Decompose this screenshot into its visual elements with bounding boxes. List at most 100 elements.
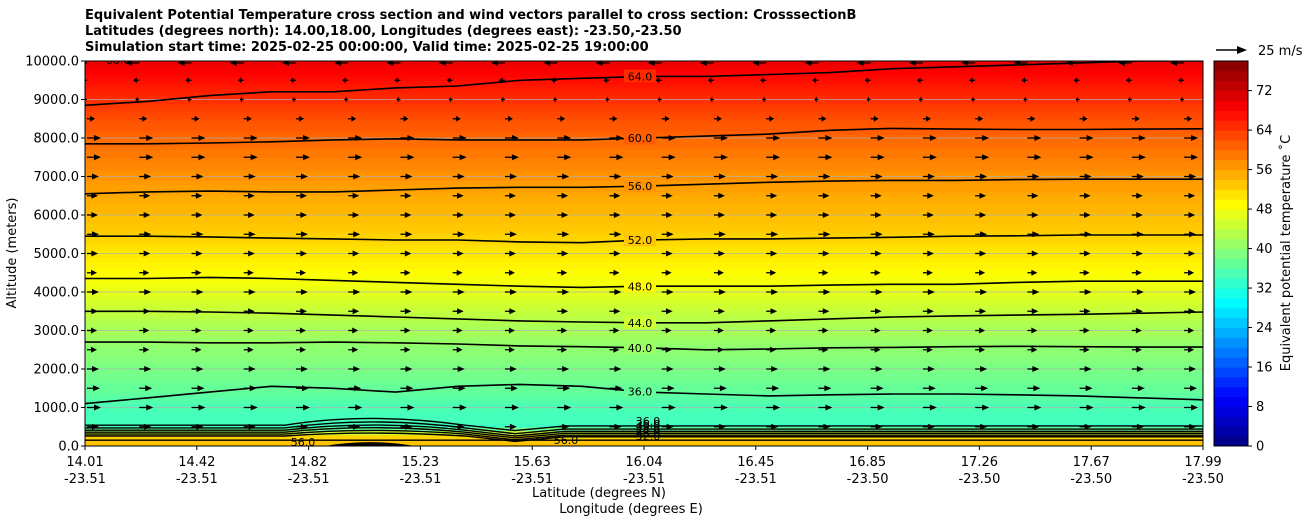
wind-vector-head — [1189, 231, 1197, 238]
surface-contour-line — [85, 429, 1203, 441]
wind-vector-head — [595, 61, 603, 66]
theta-e-band — [85, 299, 1203, 305]
theta-e-band — [85, 111, 1203, 116]
colorbar-segment — [1214, 268, 1248, 279]
wind-vector-head — [187, 96, 190, 103]
wind-vector-head — [918, 96, 922, 103]
wind-vector-head — [510, 385, 518, 392]
wind-vector-head — [299, 327, 306, 334]
wind-vector-head — [666, 173, 674, 180]
wind-vector-head — [404, 192, 412, 199]
theta-e-band — [85, 191, 1203, 197]
theta-e-band — [85, 126, 1203, 131]
theta-e-band — [85, 307, 1203, 312]
wind-vector-head — [195, 346, 202, 353]
wind-vector-head — [405, 173, 413, 180]
wind-vector-head — [405, 423, 413, 430]
y-tick-label: 6000.0 — [34, 209, 80, 224]
wind-vector-head — [875, 289, 883, 295]
contour-label-bg — [624, 233, 656, 247]
wind-vector-head — [825, 404, 833, 411]
x-tick-label-lon: -23.51 — [288, 472, 330, 487]
x-tick-label-lat: 14.01 — [66, 455, 103, 470]
wind-vector-head — [196, 366, 204, 372]
surface-contour-line — [85, 417, 1203, 432]
y-tick-label: 10000.0 — [25, 55, 79, 70]
wind-vector-head — [562, 289, 570, 295]
x-tick-label-lon: -23.50 — [958, 472, 1000, 487]
wind-vector-head — [980, 423, 988, 430]
wind-vector-head — [457, 192, 464, 199]
wind-vector-head — [562, 366, 570, 372]
colorbar-segment — [1214, 90, 1248, 101]
wind-vector-head — [928, 385, 936, 392]
contour-label-bg — [624, 279, 656, 293]
theta-e-band — [85, 365, 1203, 370]
wind-vector-head — [877, 154, 885, 161]
wind-vector-head — [1136, 289, 1144, 295]
wind-vector-head — [979, 250, 987, 257]
wind-vector-head — [562, 423, 570, 430]
wind-vector-head — [143, 346, 150, 353]
wind-vector-head — [301, 385, 309, 392]
wind-vector-head — [1136, 423, 1144, 430]
wind-vector-head — [1032, 231, 1040, 238]
wind-vector-head — [355, 135, 363, 141]
wind-vector-head — [1032, 289, 1040, 295]
wind-vector-head — [613, 346, 620, 353]
wind-vector-head — [247, 327, 254, 334]
wind-vector-head — [291, 96, 295, 103]
wind-vector-head — [1033, 385, 1041, 392]
wind-vector-head — [1138, 154, 1146, 161]
wind-vector-head — [1031, 212, 1039, 218]
wind-vector-head — [299, 346, 306, 353]
wind-vector-head — [404, 327, 411, 334]
wind-vector-head — [508, 269, 515, 276]
terrain — [325, 442, 415, 446]
colorbar-tick-label: 8 — [1256, 400, 1264, 415]
wind-vector-head — [613, 327, 620, 334]
wind-vector-head — [564, 135, 572, 141]
theta-e-band — [85, 372, 1203, 378]
wind-vector-head — [771, 231, 779, 238]
wind-vector-head — [1032, 423, 1040, 430]
wind-vector-head — [804, 61, 812, 66]
wind-vector-head — [508, 327, 515, 334]
wind-vector-head — [248, 192, 255, 199]
wind-vector-head — [1189, 289, 1197, 295]
wind-vector-head — [718, 192, 725, 199]
wind-vector-head — [94, 135, 101, 141]
wind-vector-head — [929, 135, 937, 141]
wind-vector-head — [821, 115, 827, 122]
wind-vector-head — [248, 173, 256, 180]
wind-vector-head — [614, 423, 622, 430]
x-tick-label-lat: 16.45 — [737, 455, 774, 470]
theta-e-band — [85, 84, 1203, 89]
wind-vector-head — [561, 212, 569, 218]
wind-vector-head — [668, 154, 676, 161]
wind-vector-head — [822, 346, 829, 353]
contour-label-bg — [624, 384, 656, 398]
wind-vector-head — [250, 135, 258, 141]
colorbar-segment — [1214, 139, 1248, 151]
wind-vector-head — [248, 366, 256, 372]
wind-vector-head — [195, 250, 203, 257]
theta-e-band — [85, 168, 1203, 174]
colorbar-segment — [1214, 228, 1248, 240]
wind-vector-head — [874, 346, 881, 353]
wind-vector-head — [1031, 308, 1039, 315]
wind-vector-head — [352, 308, 360, 315]
theta-e-band — [85, 292, 1203, 297]
wind-vector-head — [92, 366, 99, 372]
wind-vector-head — [980, 366, 988, 372]
theta-e-band — [85, 369, 1203, 374]
theta-e-band — [85, 295, 1203, 301]
colorbar-segment — [1214, 130, 1248, 141]
wind-vector-head — [195, 327, 202, 334]
wind-vector-head — [1032, 173, 1040, 180]
wind-vector-head — [666, 212, 673, 218]
wind-vector-head — [248, 231, 256, 238]
wind-vector-head — [718, 308, 725, 315]
wind-vector-head — [90, 115, 95, 122]
x-tick-label-lat: 17.26 — [961, 455, 998, 470]
